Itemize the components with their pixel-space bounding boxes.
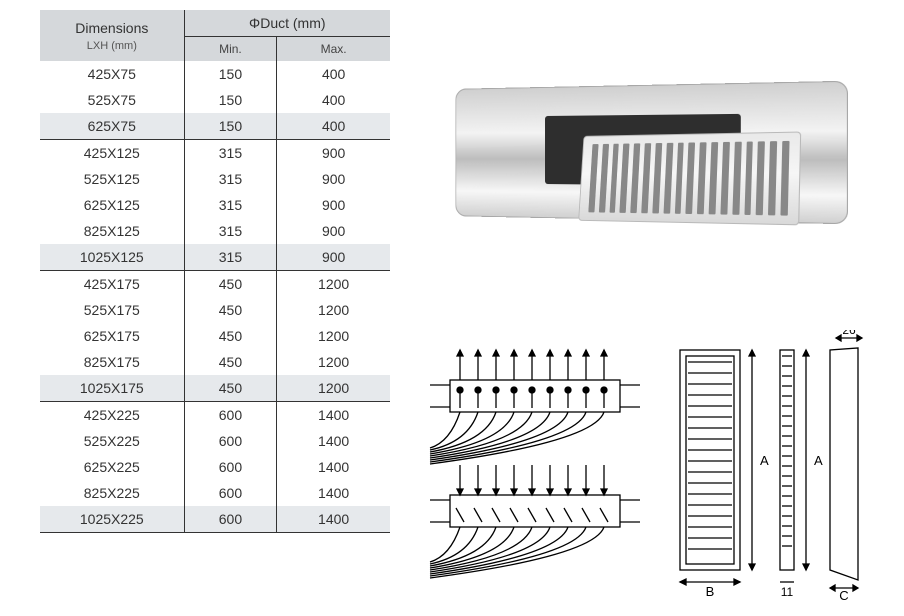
cell-min: 150 (184, 61, 277, 87)
cell-min: 600 (184, 454, 277, 480)
cell-dim: 825X225 (40, 480, 184, 506)
th-dimensions-sub: LXH (mm) (87, 40, 137, 52)
cell-dim: 1025X125 (40, 244, 184, 271)
cell-dim: 625X225 (40, 454, 184, 480)
cell-max: 1400 (277, 454, 390, 480)
table-row: 525X125315900 (40, 166, 390, 192)
cell-dim: 425X175 (40, 271, 184, 298)
cell-dim: 625X175 (40, 323, 184, 349)
airflow-panel-exhaust (430, 350, 640, 464)
table-row: 525X2256001400 (40, 428, 390, 454)
th-dimensions: Dimensions LXH (mm) (40, 10, 184, 61)
cell-max: 1200 (277, 375, 390, 402)
cell-min: 600 (184, 480, 277, 506)
cell-min: 315 (184, 218, 277, 244)
th-max: Max. (277, 37, 390, 62)
cell-max: 1400 (277, 428, 390, 454)
cell-min: 450 (184, 349, 277, 375)
cell-dim: 425X125 (40, 140, 184, 167)
cell-dim: 425X225 (40, 402, 184, 429)
th-duct-label: ΦDuct (mm) (249, 15, 326, 31)
cell-min: 600 (184, 506, 277, 533)
cell-max: 400 (277, 113, 390, 140)
label-A1: A (760, 453, 769, 468)
cell-max: 900 (277, 218, 390, 244)
grille (578, 131, 801, 225)
table-row: 825X125315900 (40, 218, 390, 244)
table-row: 1025X125315900 (40, 244, 390, 271)
product-illustration (440, 25, 840, 255)
table-row: 1025X2256001400 (40, 506, 390, 533)
label-11: 11 (781, 585, 794, 599)
dimensions-table: Dimensions LXH (mm) ΦDuct (mm) Min. Max.… (40, 10, 390, 533)
cell-min: 315 (184, 244, 277, 271)
cell-max: 1200 (277, 271, 390, 298)
cell-dim: 625X75 (40, 113, 184, 140)
label-A2: A (814, 453, 823, 468)
technical-schematics: B A 11 (420, 330, 880, 600)
cell-dim: 825X175 (40, 349, 184, 375)
table-row: 525X1754501200 (40, 297, 390, 323)
airflow-panel-intake (430, 465, 640, 578)
cell-max: 900 (277, 244, 390, 271)
cell-min: 315 (184, 140, 277, 167)
cell-min: 450 (184, 297, 277, 323)
cell-min: 450 (184, 271, 277, 298)
table-row: 625X1754501200 (40, 323, 390, 349)
cell-min: 450 (184, 323, 277, 349)
cell-dim: 525X75 (40, 87, 184, 113)
table-row: 625X125315900 (40, 192, 390, 218)
table-row: 825X1754501200 (40, 349, 390, 375)
cell-dim: 1025X175 (40, 375, 184, 402)
cell-min: 600 (184, 428, 277, 454)
cell-dim: 625X125 (40, 192, 184, 218)
cell-min: 450 (184, 375, 277, 402)
label-B: B (706, 584, 715, 599)
cell-max: 900 (277, 166, 390, 192)
cell-max: 400 (277, 61, 390, 87)
cell-max: 1200 (277, 297, 390, 323)
dim-front-view: B A (680, 350, 769, 599)
table-row: 625X2256001400 (40, 454, 390, 480)
cell-max: 1200 (277, 349, 390, 375)
th-duct: ΦDuct (mm) (184, 10, 390, 37)
cell-dim: 825X125 (40, 218, 184, 244)
th-min: Min. (184, 37, 277, 62)
table-row: 1025X1754501200 (40, 375, 390, 402)
cell-dim: 425X75 (40, 61, 184, 87)
table-body: 425X75150400525X75150400625X75150400425X… (40, 61, 390, 533)
cell-max: 1400 (277, 506, 390, 533)
label-C: C (839, 588, 848, 600)
table-row: 525X75150400 (40, 87, 390, 113)
cell-min: 315 (184, 166, 277, 192)
cell-max: 1400 (277, 480, 390, 506)
cell-min: 315 (184, 192, 277, 218)
cell-max: 1200 (277, 323, 390, 349)
cell-min: 150 (184, 87, 277, 113)
cell-max: 900 (277, 192, 390, 218)
cell-dim: 525X125 (40, 166, 184, 192)
table-row: 425X125315900 (40, 140, 390, 167)
dim-side-view: 11 A 26 C (780, 330, 862, 600)
cell-dim: 1025X225 (40, 506, 184, 533)
cell-dim: 525X175 (40, 297, 184, 323)
label-26: 26 (842, 330, 856, 337)
cell-min: 600 (184, 402, 277, 429)
cell-dim: 525X225 (40, 428, 184, 454)
spec-table-region: Dimensions LXH (mm) ΦDuct (mm) Min. Max.… (0, 0, 400, 616)
table-row: 825X2256001400 (40, 480, 390, 506)
cell-max: 1400 (277, 402, 390, 429)
cell-max: 900 (277, 140, 390, 167)
table-row: 425X75150400 (40, 61, 390, 87)
table-row: 425X1754501200 (40, 271, 390, 298)
cell-max: 400 (277, 87, 390, 113)
cell-min: 150 (184, 113, 277, 140)
table-row: 625X75150400 (40, 113, 390, 140)
th-dimensions-label: Dimensions (75, 20, 148, 36)
table-row: 425X2256001400 (40, 402, 390, 429)
